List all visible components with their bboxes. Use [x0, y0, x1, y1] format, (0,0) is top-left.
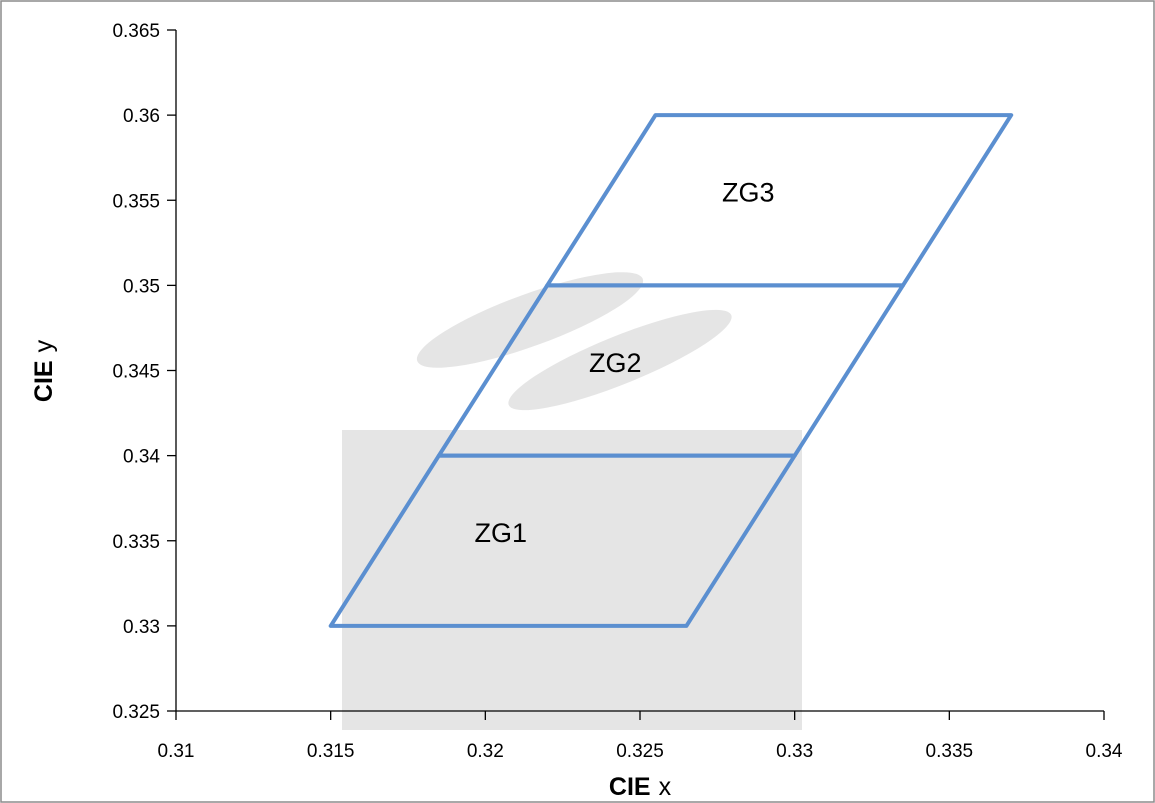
y-tick-label: 0.355 — [112, 191, 160, 212]
zone-zg1-label: ZG1 — [475, 518, 528, 548]
x-tick-label: 0.32 — [467, 741, 504, 762]
y-tick-label: 0.34 — [123, 447, 160, 468]
zone-zg3-outline — [545, 113, 1014, 288]
x-tick-label: 0.33 — [776, 741, 813, 762]
y-tick-label: 0.35 — [123, 276, 160, 297]
y-tick-label: 0.335 — [112, 532, 160, 553]
x-tick-label: 0.315 — [307, 741, 355, 762]
x-axis-title-rest: x — [659, 773, 672, 801]
axes: 0.31 0.315 0.32 0.325 0.33 0.335 0.34 0.325 0.33… — [112, 21, 1122, 762]
x-tick-label: 0.325 — [616, 741, 664, 762]
y-axis-title-bold: CIE — [30, 360, 58, 402]
watermark-graphic — [342, 272, 802, 730]
x-tick-label: 0.34 — [1086, 741, 1123, 762]
x-tick-label: 0.31 — [158, 741, 195, 762]
y-tick-label: 0.345 — [112, 362, 160, 383]
y-tick-label: 0.325 — [112, 702, 160, 723]
y-tick-label: 0.365 — [112, 21, 160, 42]
zones: ZG1 ZG2 ZG3 — [328, 113, 1014, 628]
y-axis-title-rest: y — [30, 339, 58, 352]
zone-zg2-label: ZG2 — [589, 348, 642, 378]
y-axis-title: CIE y — [30, 339, 58, 402]
y-tick-label: 0.36 — [123, 106, 160, 127]
x-tick-label: 0.335 — [926, 741, 974, 762]
zone-zg3-label: ZG3 — [722, 178, 775, 208]
x-axis-title: CIE x — [609, 773, 672, 801]
x-axis-title-bold: CIE — [609, 773, 651, 801]
y-tick-label: 0.33 — [123, 617, 160, 638]
